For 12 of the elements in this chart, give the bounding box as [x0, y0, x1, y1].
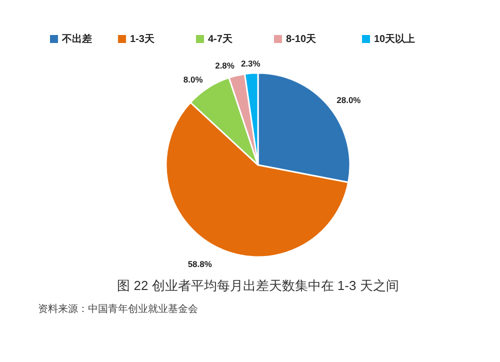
legend-label: 10天以上: [374, 33, 416, 45]
legend-label: 8-10天: [286, 33, 318, 45]
legend-label: 4-7天: [208, 33, 234, 45]
data-label: 58.8%: [188, 259, 212, 270]
data-label: 2.8%: [215, 60, 235, 71]
text: 图 22 创业者平均每月出差天数集中在 1-3 天之间: [117, 278, 399, 293]
legend-label: 不出差: [61, 33, 92, 45]
data-label: 28.0%: [336, 95, 362, 106]
legend-label: 1-3天: [130, 33, 156, 45]
data-label: 8.0%: [183, 74, 204, 84]
text: 资料来源：中国青年创业就业基金会: [38, 303, 198, 315]
data-label: 2.3%: [240, 58, 261, 68]
